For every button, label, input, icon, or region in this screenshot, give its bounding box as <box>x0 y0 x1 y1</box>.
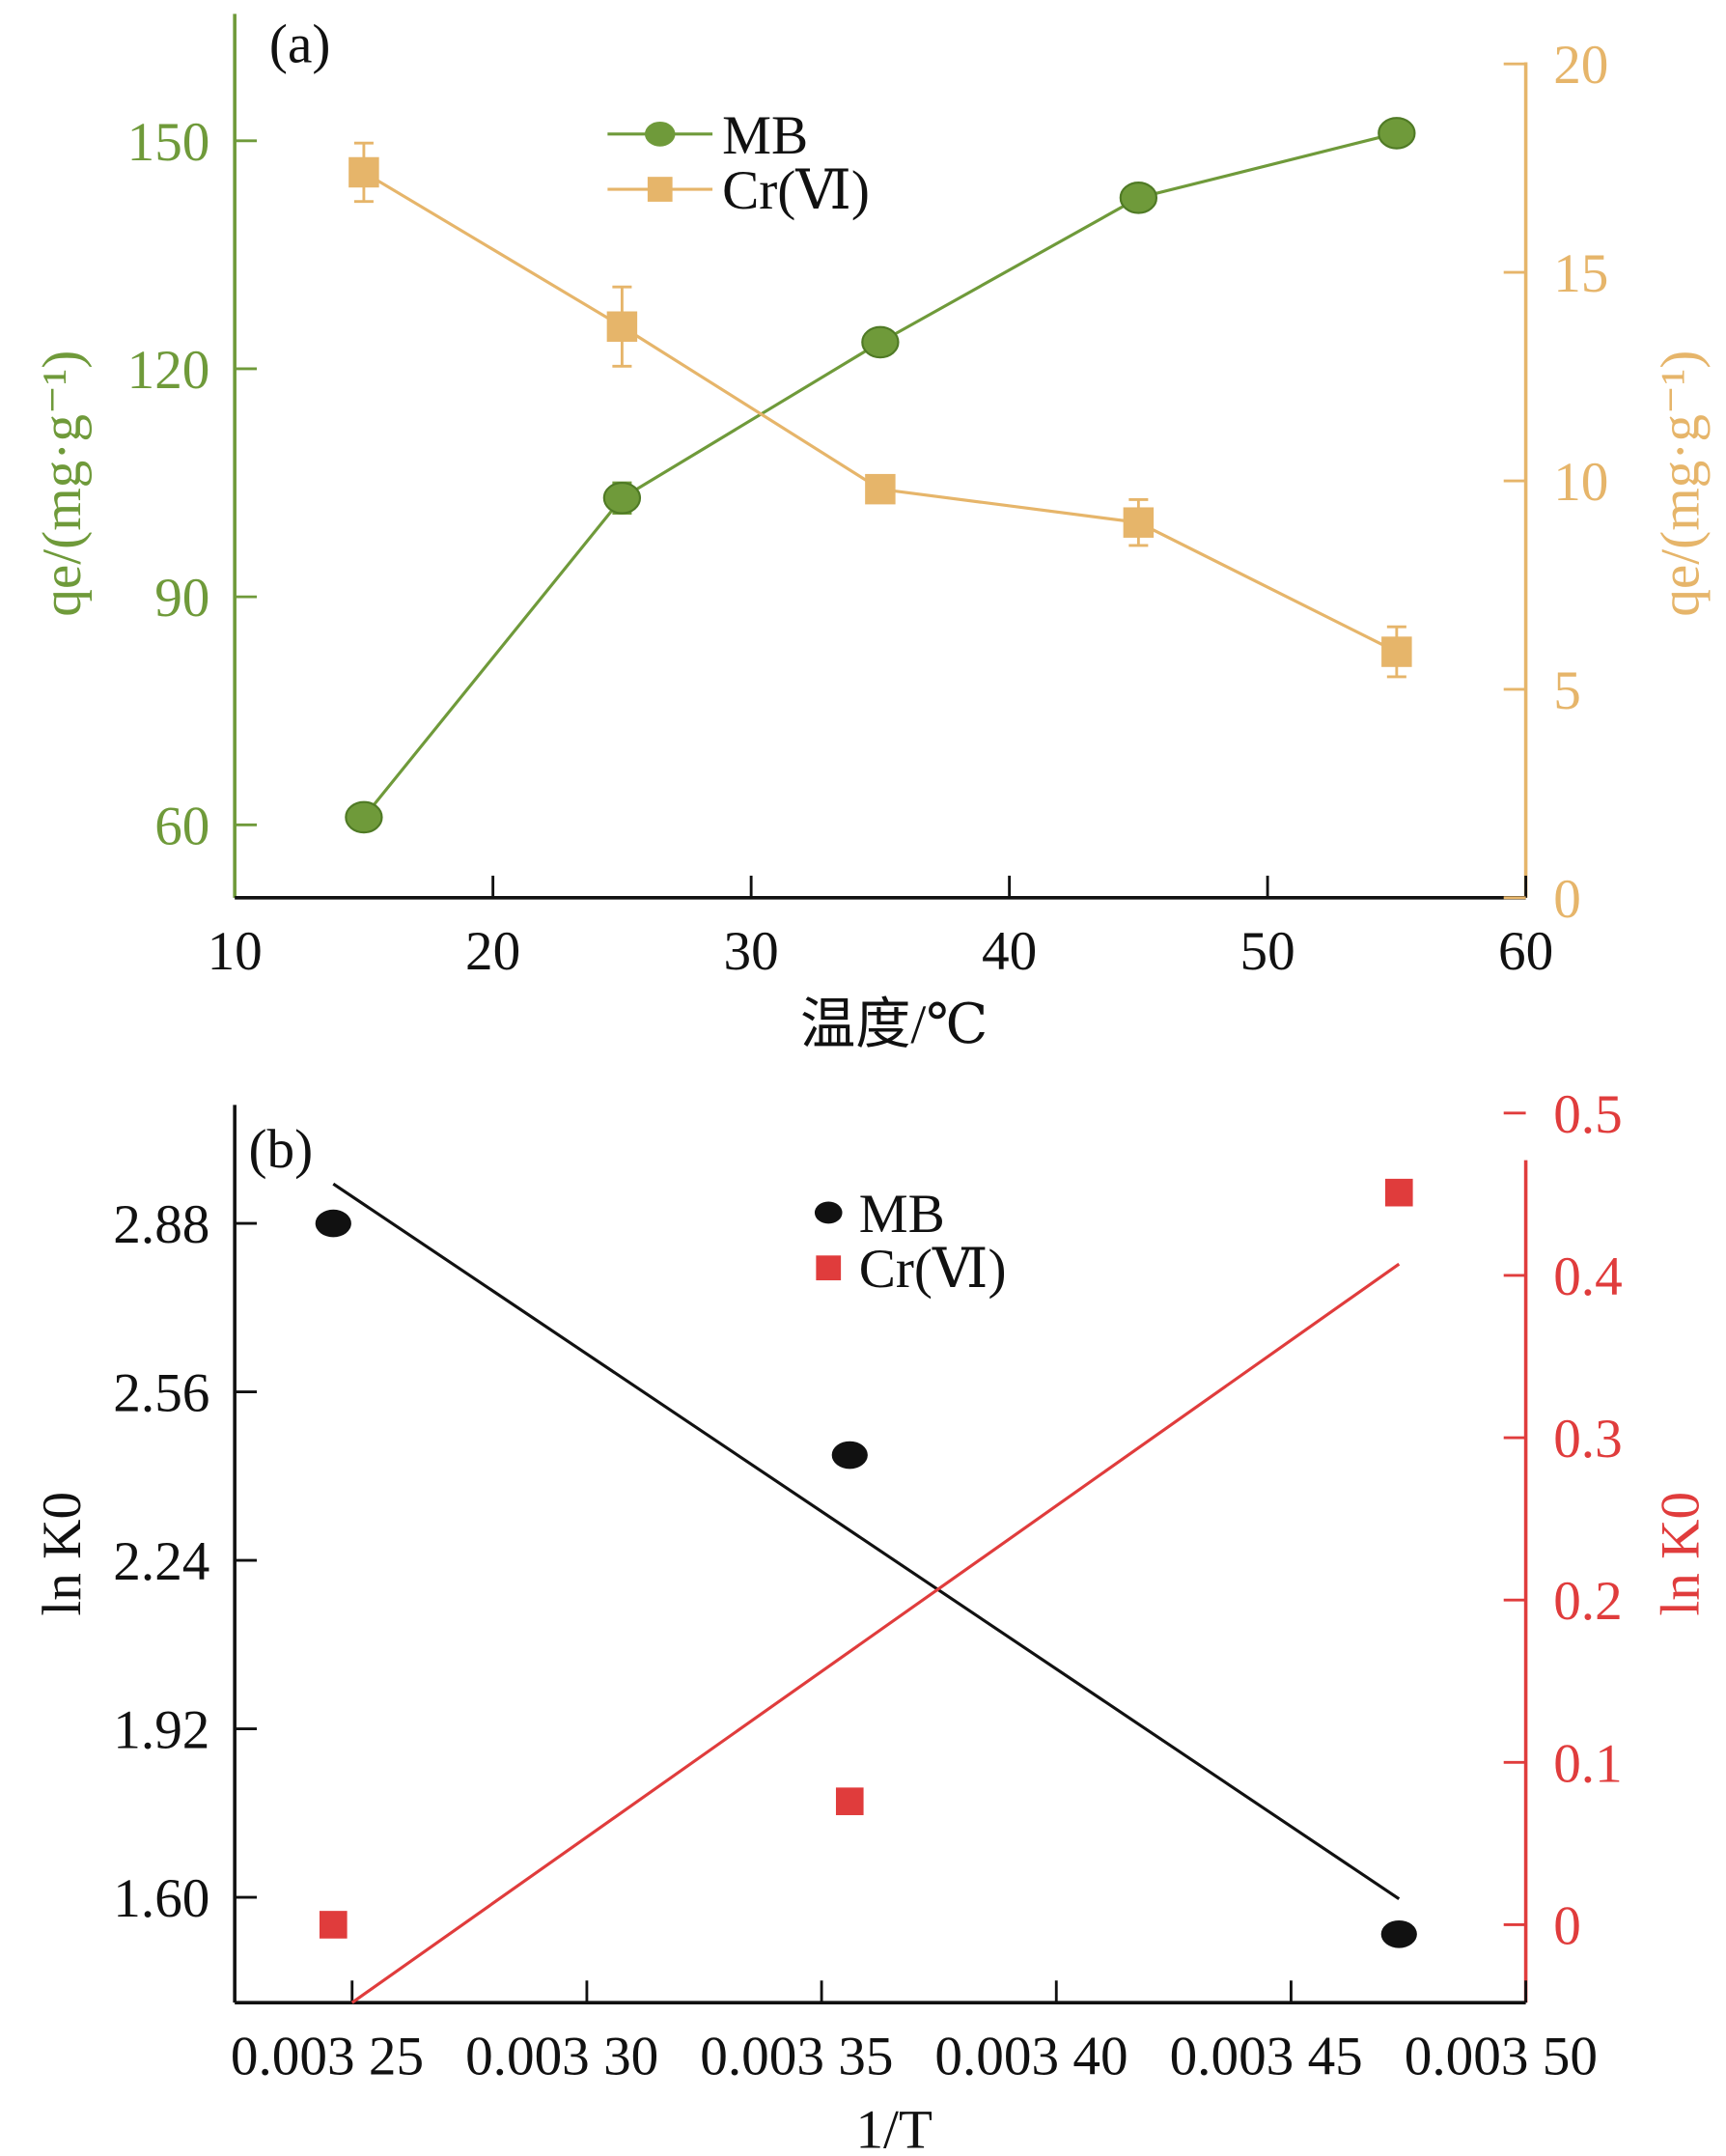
left-y-tick-label: 90 <box>154 568 209 629</box>
data-point <box>1380 1919 1417 1948</box>
fit-line <box>350 1262 1401 2004</box>
right-y-tick-label: 20 <box>1553 35 1608 96</box>
fit-line <box>332 1182 1401 1901</box>
data-point <box>865 473 896 505</box>
data-point <box>602 481 642 515</box>
data-point <box>315 1209 351 1238</box>
data-point <box>1119 182 1158 214</box>
legend-marker <box>647 177 673 202</box>
x-axis-title: 温度/℃ <box>800 994 988 1055</box>
left-y-tick-label: 2.56 <box>113 1363 209 1424</box>
x-tick-label: 0.003 30 <box>465 2027 658 2087</box>
x-tick-label: 0.003 50 <box>1405 2027 1598 2087</box>
series-cr <box>348 141 1412 679</box>
data-point <box>1381 636 1412 667</box>
x-tick-label: 40 <box>982 921 1037 982</box>
panel-label: (b) <box>248 1119 313 1180</box>
data-point <box>1378 117 1416 150</box>
right-y-tick-label: 5 <box>1553 660 1581 721</box>
series-mb <box>345 117 1416 834</box>
x-tick-label: 0.003 40 <box>934 2027 1127 2087</box>
x-axis-title: 1/T <box>855 2099 932 2156</box>
x-tick-label: 0.003 35 <box>700 2027 893 2087</box>
data-point <box>835 1787 864 1815</box>
right-y-axis-title: qe/(mg·g⁻¹) <box>1650 350 1711 617</box>
left-y-axis-title: qe/(mg·g⁻¹) <box>32 350 93 617</box>
right-y-tick-label: 0.4 <box>1553 1246 1623 1307</box>
left-y-tick-label: 2.24 <box>113 1531 209 1592</box>
data-point <box>1123 507 1155 538</box>
legend-label: MB <box>722 105 808 166</box>
series-line <box>363 171 1398 654</box>
left-y-tick-label: 120 <box>127 340 210 401</box>
x-tick-label: 30 <box>724 921 779 982</box>
x-tick-label: 0.003 45 <box>1170 2027 1363 2087</box>
legend-label: MB <box>859 1184 945 1245</box>
legend-marker <box>644 121 676 147</box>
right-y-tick-label: 0 <box>1553 869 1581 930</box>
legend-label: Cr(Ⅵ) <box>722 160 870 221</box>
legend-marker <box>816 1255 842 1281</box>
data-point <box>348 156 379 188</box>
legend-label: Cr(Ⅵ) <box>859 1239 1007 1300</box>
right-y-tick-label: 0.3 <box>1553 1409 1623 1470</box>
panel-a: 10 20 30 40 50 60 60 90 120 150 0 5 10 15 20 (a) 温度/℃ qe/… <box>32 14 1711 1055</box>
x-tick-label: 60 <box>1498 921 1553 982</box>
x-tick-label: 50 <box>1240 921 1295 982</box>
data-point <box>345 800 383 834</box>
x-tick-label: 20 <box>465 921 520 982</box>
left-y-tick-label: 150 <box>127 112 210 173</box>
data-point <box>1384 1178 1413 1207</box>
series-cr <box>319 1178 1413 2004</box>
series-mb <box>315 1182 1417 1948</box>
data-point <box>831 1441 868 1470</box>
right-y-tick-label: 15 <box>1553 243 1608 304</box>
left-y-tick-label: 1.60 <box>113 1868 209 1929</box>
right-y-tick-label: 0.5 <box>1553 1084 1623 1145</box>
panel-b: 0.003 25 0.003 30 0.003 35 0.003 40 0.003 45… <box>32 1084 1711 2156</box>
right-y-tick-label: 0.2 <box>1553 1571 1623 1632</box>
right-y-tick-label: 0 <box>1553 1895 1581 1956</box>
right-y-axis-title: ln K0 <box>1650 1492 1711 1616</box>
x-tick-label: 0.003 25 <box>231 2027 424 2087</box>
left-y-tick-label: 2.88 <box>113 1194 209 1255</box>
data-point <box>606 311 638 342</box>
data-point <box>861 325 900 359</box>
left-y-axis-title: ln K0 <box>32 1492 93 1616</box>
data-point <box>319 1911 348 1939</box>
right-y-tick-label: 0.1 <box>1553 1733 1623 1794</box>
x-tick-label: 10 <box>208 921 263 982</box>
legend-marker <box>814 1201 843 1224</box>
left-y-tick-label: 60 <box>154 796 209 856</box>
left-y-tick-label: 1.92 <box>113 1700 209 1761</box>
right-y-tick-label: 10 <box>1553 452 1608 513</box>
panel-label: (a) <box>269 14 331 74</box>
